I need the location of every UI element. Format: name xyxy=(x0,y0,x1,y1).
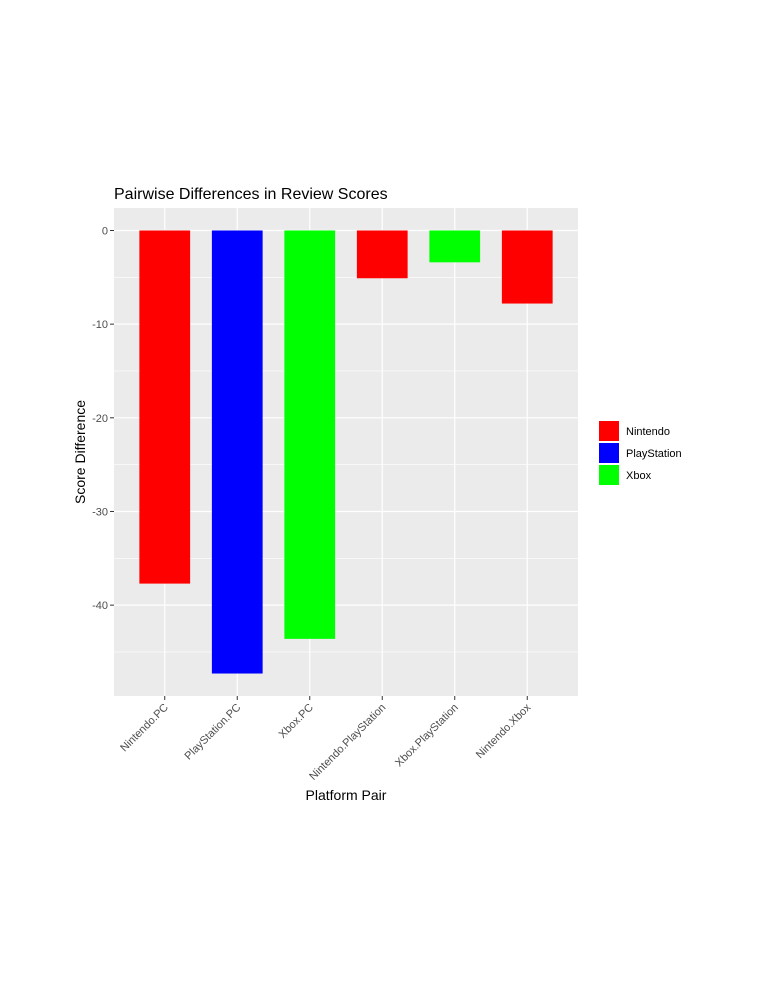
y-axis: 0 -10 -20 -30 -40 xyxy=(92,225,114,612)
x-tick-label: Nintendo.Xbox xyxy=(474,701,534,761)
bar-playstation-pc xyxy=(211,230,263,674)
x-tick-label: PlayStation.PC xyxy=(183,702,244,763)
x-tick-label: Xbox.PC xyxy=(277,702,316,741)
legend-swatch-playstation xyxy=(599,443,619,463)
legend-label-nintendo: Nintendo xyxy=(626,426,670,438)
minor-gridlines xyxy=(114,277,578,653)
legend-swatch-xbox xyxy=(599,465,619,485)
x-tick-label: Nintendo.PC xyxy=(118,702,171,755)
y-axis-title: Score Difference xyxy=(72,400,88,504)
y-tick-label: -10 xyxy=(92,319,108,331)
y-tick-label: -30 xyxy=(92,506,108,518)
x-axis: Nintendo.PC PlayStation.PC Xbox.PCNintendo… xyxy=(118,696,534,783)
x-tick-label: Xbox.PlayStation xyxy=(393,702,461,770)
y-tick-label: 0 xyxy=(102,225,108,237)
plot-panel xyxy=(114,208,578,696)
x-axis-title: Platform Pair xyxy=(306,787,387,803)
legend-swatch-nintendo xyxy=(599,421,619,441)
bar-xbox-playstation xyxy=(429,230,481,263)
y-tick-label: -40 xyxy=(92,600,108,612)
legend-label-playstation: PlayStation xyxy=(626,448,682,460)
bar-nintendo-pc xyxy=(139,230,191,584)
bar-xbox-pc xyxy=(284,230,336,639)
x-tick-label: Nintendo.PlayStation xyxy=(307,702,388,783)
bars xyxy=(139,230,553,674)
chart-title: Pairwise Differences in Review Scores xyxy=(114,186,388,203)
bar-nintendo-playstation xyxy=(356,230,408,279)
legend: Nintendo PlayStation Xbox xyxy=(599,421,682,485)
bar-nintendo-xbox xyxy=(501,230,553,304)
legend-label-xbox: Xbox xyxy=(626,470,652,482)
y-tick-label: -20 xyxy=(92,413,108,425)
